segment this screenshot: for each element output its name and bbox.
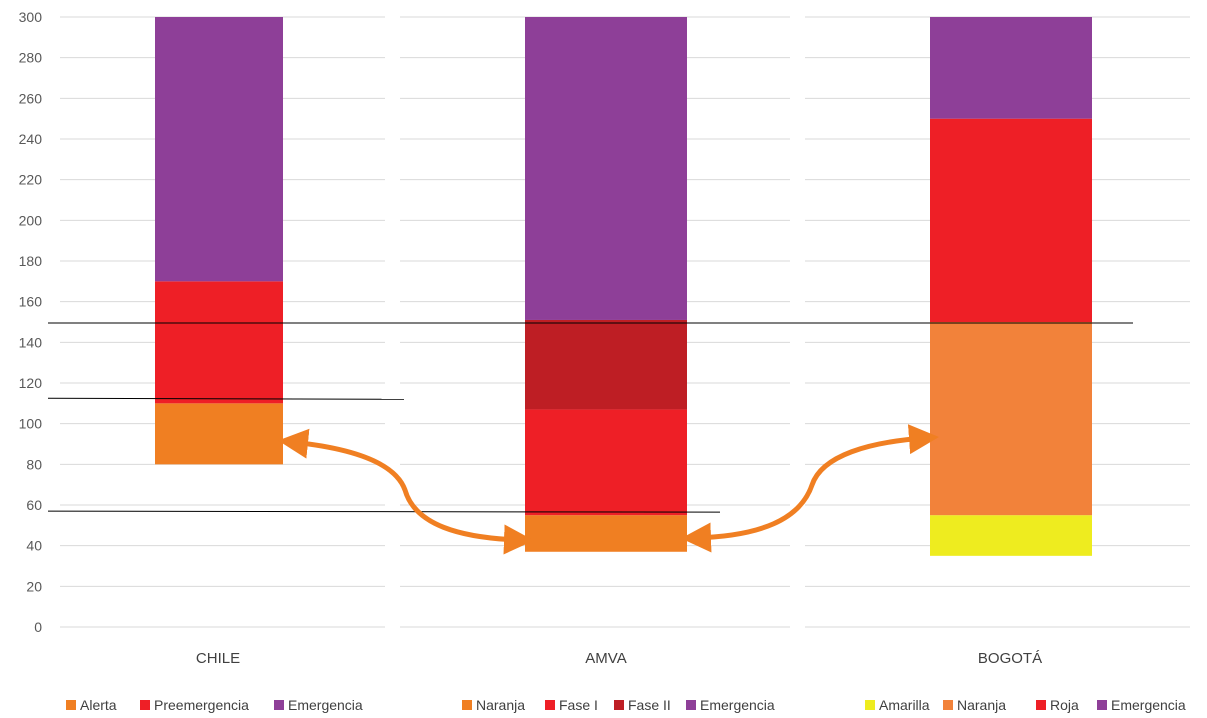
legend-label: Fase II <box>628 697 671 713</box>
category-label: CHILE <box>196 650 240 667</box>
bar-bogota-naranja <box>930 322 1092 516</box>
legend-label: Fase I <box>559 697 598 713</box>
y-tick-label: 200 <box>19 212 43 228</box>
category-label: BOGOTÁ <box>978 650 1042 667</box>
bar-amva-naranja <box>525 515 687 552</box>
y-tick-label: 40 <box>26 538 42 554</box>
arrow-chile-amva <box>278 428 534 555</box>
y-tick-label: 120 <box>19 375 43 391</box>
y-tick-label: 140 <box>19 334 43 350</box>
legend-swatch <box>1097 700 1107 710</box>
legend-label: Emergencia <box>288 697 363 713</box>
category-labels: CHILE AMVA BOGOTÁ <box>196 650 1042 667</box>
legend-swatch <box>614 700 624 710</box>
legend-swatch <box>686 700 696 710</box>
legend-label: Naranja <box>476 697 525 713</box>
legend-label: Amarilla <box>879 697 930 713</box>
category-label: AMVA <box>585 650 626 667</box>
legend-swatch <box>66 700 76 710</box>
bar-amva-emergencia <box>525 17 687 320</box>
legend-swatch <box>943 700 953 710</box>
y-tick-label: 300 <box>19 9 43 25</box>
legend-swatch <box>274 700 284 710</box>
y-tick-label: 280 <box>19 50 43 66</box>
legend-label: Roja <box>1050 697 1079 713</box>
legend-label: Preemergencia <box>154 697 249 713</box>
legend-label: Emergencia <box>1111 697 1186 713</box>
reference-line <box>47 397 405 400</box>
bar-chile-emergencia <box>155 17 283 282</box>
y-axis: 0 20 40 60 80 100 120 140 160 180 200 220 240 260 280 3… <box>19 9 43 635</box>
legend-swatch <box>140 700 150 710</box>
arrow-amva-bogota <box>681 424 939 553</box>
legend-label: Emergencia <box>700 697 775 713</box>
legend-label: Alerta <box>80 697 117 713</box>
legend-swatch <box>1036 700 1046 710</box>
bar-bogota-amarilla <box>930 515 1092 556</box>
y-tick-label: 220 <box>19 172 43 188</box>
legend-label: Naranja <box>957 697 1006 713</box>
y-tick-label: 80 <box>26 456 42 472</box>
y-tick-label: 260 <box>19 90 43 106</box>
y-tick-label: 0 <box>34 619 42 635</box>
y-tick-label: 240 <box>19 131 43 147</box>
legend-swatch <box>545 700 555 710</box>
bar-amva-fase-i <box>525 409 687 516</box>
bar-chile-alerta <box>155 403 283 465</box>
legend: Alerta Preemergencia Emergencia Naranja Fase… <box>66 697 1186 713</box>
arrows <box>278 424 939 555</box>
bar-chile-preemergencia <box>155 281 283 404</box>
y-tick-label: 20 <box>26 578 42 594</box>
y-tick-label: 180 <box>19 253 43 269</box>
y-tick-label: 160 <box>19 294 43 310</box>
legend-swatch <box>462 700 472 710</box>
bar-bogota-emergencia <box>930 17 1092 119</box>
legend-swatch <box>865 700 875 710</box>
y-tick-label: 60 <box>26 497 42 513</box>
bar-bogota-roja <box>930 118 1092 323</box>
bar-amva-fase-ii <box>525 319 687 410</box>
y-tick-label: 100 <box>19 416 43 432</box>
bars <box>155 17 1092 556</box>
